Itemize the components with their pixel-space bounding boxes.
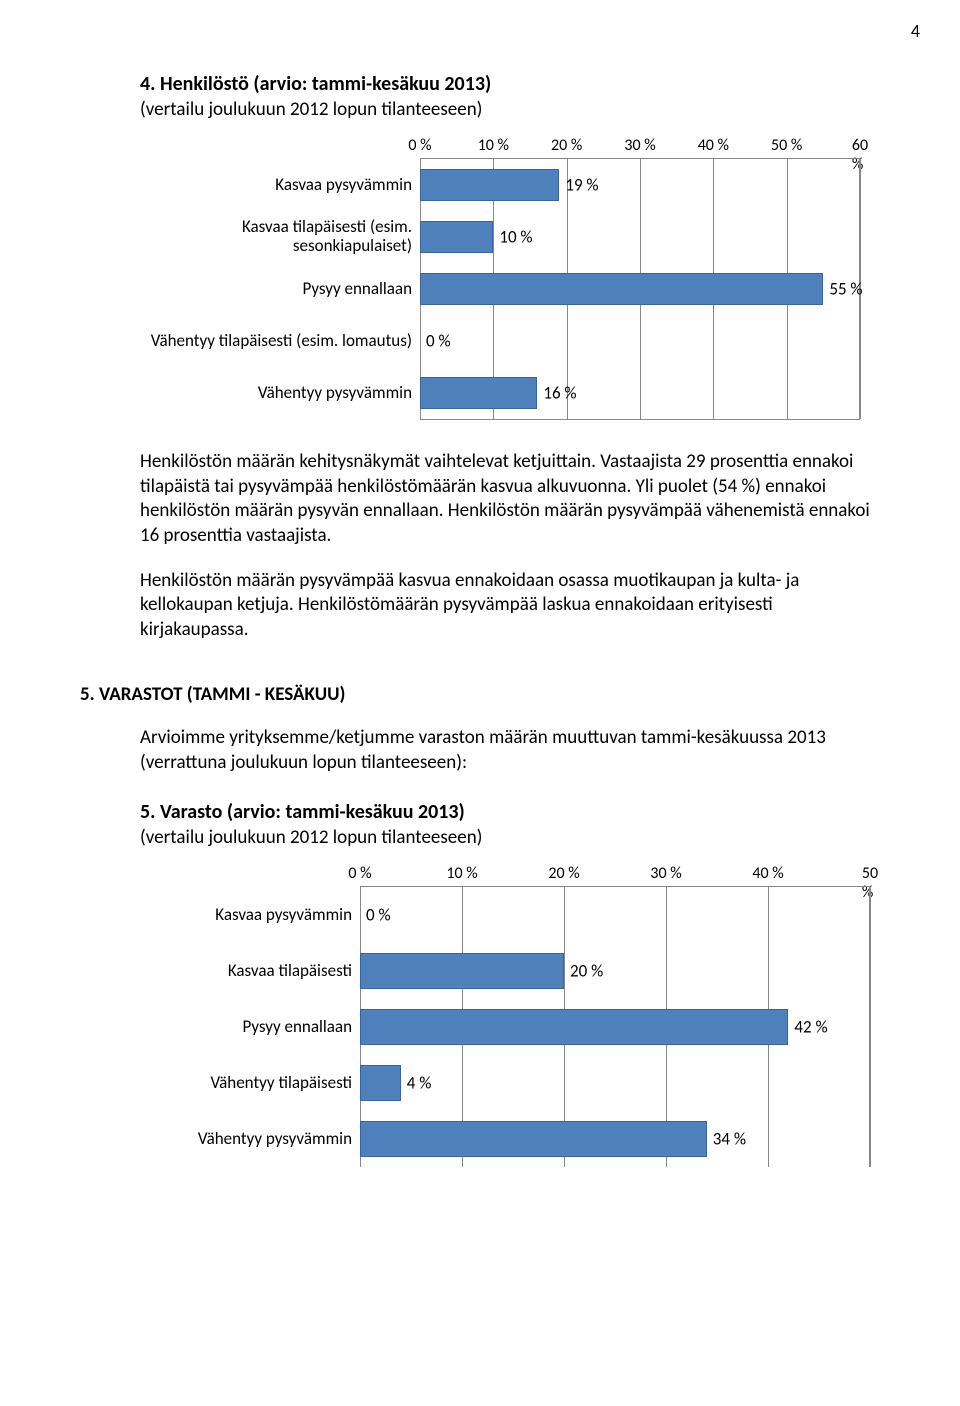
chart2-category-label: Kasvaa pysyvämmin: [140, 906, 360, 925]
chart1-bar: [420, 377, 537, 409]
chart2-bar-value: 4 %: [407, 1073, 432, 1094]
chart2-bar: [360, 1009, 788, 1045]
chart1-category-label: Vähentyy tilapäisesti (esim. lomautus): [140, 332, 420, 351]
chart1-xtick: 40 %: [698, 136, 729, 155]
chart2-category-label: Vähentyy tilapäisesti: [140, 1074, 360, 1093]
chart1-category-label: Pysyy ennallaan: [140, 280, 420, 299]
section5-heading: 5. VARASTOT (TAMMI - KESÄKUU): [80, 683, 890, 706]
chart1-bar-value: 16 %: [543, 383, 576, 404]
chart1-bar: [420, 273, 823, 305]
chart2-bar-value: 34 %: [713, 1129, 746, 1150]
chart2-bar: [360, 953, 564, 989]
chart1-xtick: 20 %: [551, 136, 582, 155]
chart1-bar-row: Kasvaa pysyvämmin19 %: [420, 159, 859, 211]
chart1-category-label: Kasvaa pysyvämmin: [140, 176, 420, 195]
chart2-bar-row: Kasvaa tilapäisesti20 %: [360, 943, 869, 999]
chart2-bar-row: Vähentyy pysyvämmin34 %: [360, 1111, 869, 1167]
chart1-bar-value: 19 %: [565, 175, 598, 196]
chart1-xtick: 10 %: [478, 136, 509, 155]
chart-henkilosto: 4. Henkilöstö (arvio: tammi-kesäkuu 2013…: [140, 72, 890, 420]
chart1-x-axis: 0 %10 %20 %30 %40 %50 %60 %: [420, 136, 860, 158]
chart1-subtitle: (vertailu joulukuun 2012 lopun tilantees…: [140, 98, 890, 121]
chart2-xtick: 0 %: [348, 864, 371, 883]
body-text: Henkilöstön määrän kehitysnäkymät vaihte…: [140, 450, 870, 643]
chart2-title: 5. Varasto (arvio: tammi-kesäkuu 2013): [140, 800, 890, 824]
chart1-category-label: Vähentyy pysyvämmin: [140, 384, 420, 403]
chart2-xtick: 30 %: [650, 864, 681, 883]
chart1-plot: Kasvaa pysyvämmin19 %Kasvaa tilapäisesti…: [420, 158, 860, 420]
chart2-bar-row: Pysyy ennallaan42 %: [360, 999, 869, 1055]
page-number: 4: [80, 20, 920, 42]
chart1-xtick: 0 %: [408, 136, 431, 155]
chart1-bar-value: 0 %: [426, 331, 451, 352]
chart2-bar-row: Vähentyy tilapäisesti4 %: [360, 1055, 869, 1111]
chart2-category-label: Pysyy ennallaan: [140, 1018, 360, 1037]
chart1-xtick: 50 %: [771, 136, 802, 155]
chart2-bar-value: 0 %: [366, 905, 391, 926]
chart2-bar: [360, 1065, 401, 1101]
chart2-subtitle: (vertailu joulukuun 2012 lopun tilantees…: [140, 826, 890, 849]
chart2-xtick: 20 %: [548, 864, 579, 883]
chart2-xtick: 10 %: [446, 864, 477, 883]
section5-intro: Arvioimme yrityksemme/ketjumme varaston …: [140, 726, 860, 775]
chart1-bar-row: Kasvaa tilapäisesti (esim. sesonkiapulai…: [420, 211, 859, 263]
chart1-xtick: 30 %: [624, 136, 655, 155]
chart2-category-label: Vähentyy pysyvämmin: [140, 1130, 360, 1149]
chart2-category-label: Kasvaa tilapäisesti: [140, 962, 360, 981]
chart2-bar-value: 42 %: [794, 1017, 827, 1038]
chart1-title: 4. Henkilöstö (arvio: tammi-kesäkuu 2013…: [140, 72, 890, 96]
paragraph-2: Henkilöstön määrän pysyvämpää kasvua enn…: [140, 569, 870, 643]
chart1-bar: [420, 221, 493, 253]
chart2-xtick: 40 %: [752, 864, 783, 883]
chart1-bar-row: Pysyy ennallaan55 %: [420, 263, 859, 315]
chart1-category-label: Kasvaa tilapäisesti (esim. sesonkiapulai…: [140, 218, 420, 255]
chart1-bar-value: 55 %: [829, 279, 862, 300]
chart2-bar: [360, 1121, 707, 1157]
chart2-x-axis: 0 %10 %20 %30 %40 %50 %: [360, 864, 870, 886]
chart-varasto: 5. Varasto (arvio: tammi-kesäkuu 2013) (…: [140, 800, 890, 1167]
chart1-bar-value: 10 %: [499, 227, 532, 248]
chart1-bar-row: Vähentyy tilapäisesti (esim. lomautus)0 …: [420, 315, 859, 367]
chart2-bar-row: Kasvaa pysyvämmin0 %: [360, 887, 869, 943]
chart1-bar-row: Vähentyy pysyvämmin16 %: [420, 367, 859, 419]
chart2-bar-value: 20 %: [570, 961, 603, 982]
paragraph-1: Henkilöstön määrän kehitysnäkymät vaihte…: [140, 450, 870, 549]
chart1-bar: [420, 169, 559, 201]
chart2-plot: Kasvaa pysyvämmin0 %Kasvaa tilapäisesti2…: [360, 886, 870, 1167]
